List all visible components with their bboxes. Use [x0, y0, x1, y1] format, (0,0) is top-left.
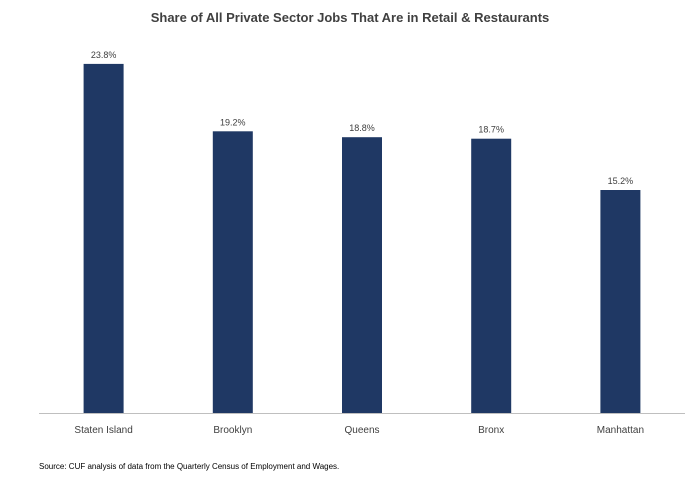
chart-title: Share of All Private Sector Jobs That Ar…	[150, 10, 550, 25]
data-label: 18.8%	[349, 123, 375, 133]
bar-staten-island	[83, 63, 124, 414]
x-tick-label: Queens	[344, 425, 379, 436]
bar-bronx	[471, 138, 512, 413]
data-label: 23.8%	[91, 50, 117, 60]
source-note: Source: CUF analysis of data from the Qu…	[39, 462, 340, 471]
data-label: 19.2%	[220, 117, 246, 127]
bar-brooklyn	[212, 131, 253, 414]
x-tick-label: Manhattan	[597, 425, 644, 436]
x-tick-label: Bronx	[478, 425, 504, 436]
data-label: 15.2%	[608, 176, 634, 186]
bar-queens	[342, 137, 382, 413]
bar-manhattan	[600, 190, 641, 413]
x-tick-label: Brooklyn	[213, 425, 252, 436]
data-label: 18.7%	[478, 125, 504, 135]
x-tick-label: Staten Island	[74, 425, 132, 436]
